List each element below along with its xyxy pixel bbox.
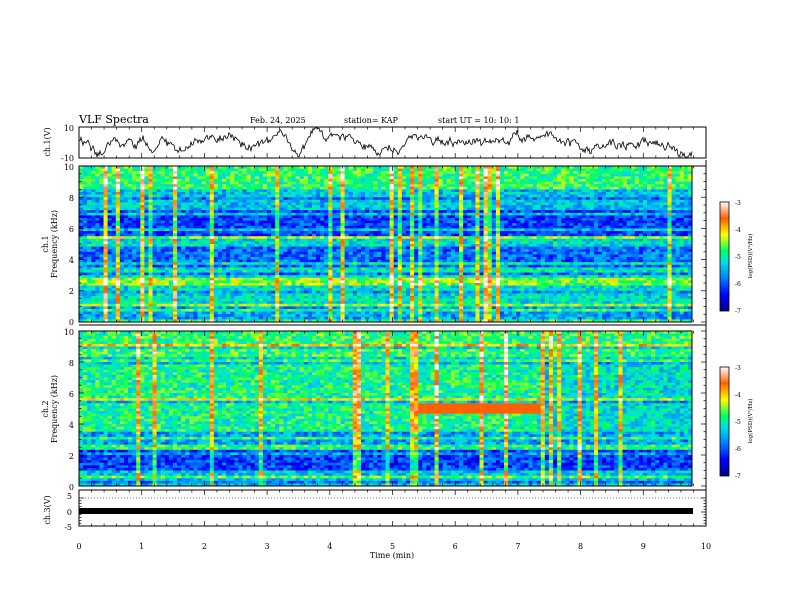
ch3-waveform-ticks	[78, 490, 707, 527]
ch1-ytick-8: 8	[69, 194, 74, 203]
ch2-colorbar-tick-m4: -4	[735, 392, 741, 399]
ch1-colorbar-tick-m4: -4	[735, 227, 741, 234]
ch1-ytick-bottom: -10	[61, 154, 74, 163]
ch3-waveform-band	[79, 508, 693, 514]
ch2-spectrogram-panel: 0 2 4 6 8 10 ch.2 Frequency (kHz)	[41, 324, 707, 492]
figure-start-time: start UT = 10: 10: 1	[438, 116, 519, 125]
xtick-6: 6	[453, 542, 458, 551]
ch3-ytick-5: 5	[67, 492, 72, 501]
ch1-waveform-panel: 10 -10 ch.1(V)	[43, 124, 707, 163]
ch2-colorbar-tick-m7: -7	[735, 473, 741, 480]
ch1-waveform-ticks	[78, 127, 707, 158]
ch3-waveform-panel: 5 0 -5 ch.3(V) 0 1 2 3 4 5 6 7 8 9 10 Ti…	[43, 489, 711, 560]
ch1-waveform-line	[79, 127, 693, 158]
ch3-ytick-m5: -5	[64, 523, 72, 532]
ch1-colorbar-tick-m3: -3	[735, 200, 741, 207]
xtick-4: 4	[327, 542, 332, 551]
figure-station: station= KAP	[344, 116, 399, 125]
ch2-colorbar: -3 -4 -5 -6 -7 log(PSD)(V²/Hz)	[719, 365, 754, 480]
ch3-ylabel: ch.3(V)	[43, 495, 52, 524]
ch1-ytick-0: 0	[69, 318, 74, 327]
ch1-spectrogram-ylabel-channel: ch.1	[41, 235, 50, 252]
xtick-8: 8	[578, 542, 583, 551]
ch2-ytick-6: 6	[69, 390, 74, 399]
ch2-ytick-2: 2	[69, 452, 74, 461]
figure-date: Feb. 24, 2025	[250, 116, 306, 125]
ch2-colorbar-tick-m3: -3	[735, 365, 741, 372]
ch1-ytick-6: 6	[69, 225, 74, 234]
ch2-spectrogram-ylabel-frequency: Frequency (kHz)	[50, 375, 59, 443]
ch2-colorbar-tick-m5: -5	[735, 419, 741, 426]
xtick-7: 7	[515, 542, 520, 551]
xtick-1: 1	[139, 542, 144, 551]
xtick-2: 2	[202, 542, 207, 551]
xtick-9: 9	[641, 542, 646, 551]
ch2-spectrogram-ticks	[78, 330, 707, 487]
xtick-5: 5	[390, 542, 395, 551]
xtick-10: 10	[701, 542, 711, 551]
ch2-colorbar-label: log(PSD)(V²/Hz)	[747, 399, 754, 444]
xtick-0: 0	[76, 542, 81, 551]
ch2-colorbar-bar	[719, 366, 730, 477]
ch1-ylabel: ch.1(V)	[43, 127, 52, 156]
ch1-colorbar: -3 -4 -5 -6 -7 log(PSD)(V²/Hz)	[719, 200, 754, 315]
x-axis-label: Time (min)	[370, 551, 414, 560]
ch2-spectrogram-cells	[79, 331, 693, 487]
ch1-colorbar-bar	[719, 201, 730, 312]
ch1-spectrogram-cells	[79, 166, 693, 323]
ch2-ytick-0: 0	[69, 483, 74, 492]
ch1-ytick-10: 10	[64, 163, 74, 172]
ch1-spectrogram-ticks	[78, 165, 707, 323]
ch1-colorbar-tick-m5: -5	[735, 254, 741, 261]
figure-title: VLF Spectra	[78, 113, 149, 126]
ch1-ytick-2: 2	[69, 287, 74, 296]
ch1-spectrogram-ylabel-frequency: Frequency (kHz)	[50, 210, 59, 278]
ch1-spectrogram-panel: 0 2 4 6 8 10 ch.1 Frequency (kHz)	[41, 160, 707, 327]
ch1-colorbar-label: log(PSD)(V²/Hz)	[747, 234, 754, 279]
ch2-ytick-4: 4	[69, 421, 74, 430]
ch1-ytick-4: 4	[69, 256, 74, 265]
ch1-colorbar-tick-m7: -7	[735, 308, 741, 315]
xtick-3: 3	[265, 542, 270, 551]
ch1-ytick-top: 10	[64, 124, 74, 133]
ch2-colorbar-tick-m6: -6	[735, 446, 741, 453]
ch1-colorbar-tick-m6: -6	[735, 281, 741, 288]
ch2-ytick-10: 10	[64, 328, 74, 337]
ch2-ytick-8: 8	[69, 359, 74, 368]
ch3-ytick-0: 0	[67, 508, 72, 517]
ch2-spectrogram-ylabel-channel: ch.2	[41, 400, 50, 417]
